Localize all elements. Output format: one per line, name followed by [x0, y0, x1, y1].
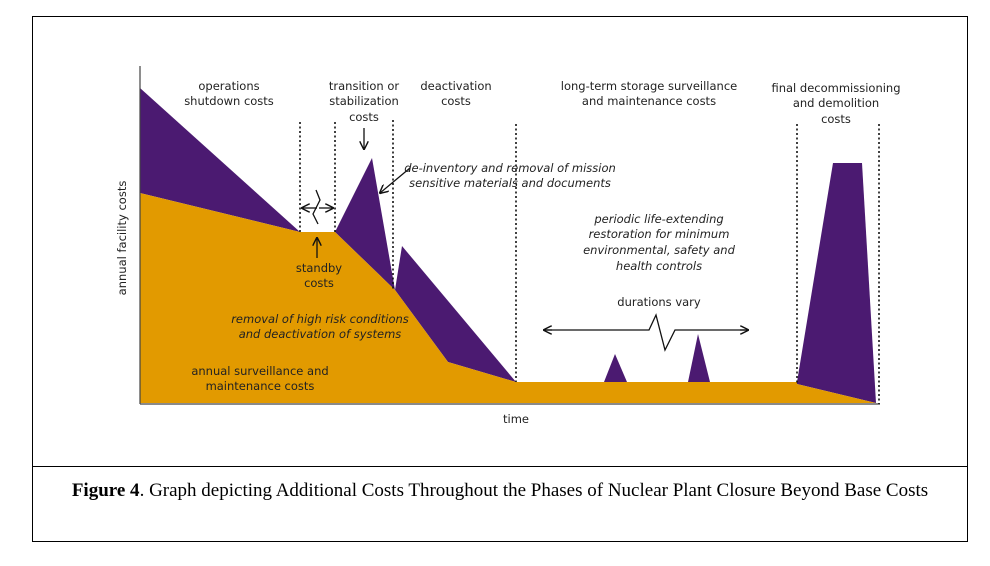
svg-text:environmental, safety and: environmental, safety and [583, 243, 736, 257]
phase-label-transition: transition or stabilization costs [329, 79, 399, 124]
svg-text:costs: costs [304, 276, 334, 290]
y-axis-label: annual facility costs [115, 181, 129, 296]
svg-text:operations: operations [198, 79, 259, 93]
annotation-baseline: annual surveillance and maintenance cost… [191, 364, 328, 393]
caption-text: . Graph depicting Additional Costs Throu… [139, 480, 929, 501]
baseline-cost-region [140, 193, 876, 403]
figure-frame [32, 16, 968, 542]
svg-text:deactivation: deactivation [420, 79, 491, 93]
svg-text:final decommissioning: final decommissioning [771, 81, 900, 95]
durations-arrow [544, 313, 748, 352]
operations-shutdown-region [140, 88, 300, 232]
phase-label-deactivation: deactivation costs [420, 79, 491, 108]
annotation-durations: durations vary [617, 295, 701, 309]
final-decommissioning-region [797, 163, 876, 403]
svg-text:annual surveillance and: annual surveillance and [191, 364, 328, 378]
phase-label-final-decommissioning: final decommissioning and demolition cos… [771, 81, 900, 126]
annotation-removal: removal of high risk conditions and deac… [231, 312, 409, 341]
svg-text:transition or: transition or [329, 79, 399, 93]
svg-text:and maintenance costs: and maintenance costs [582, 94, 716, 108]
x-axis-label: time [503, 412, 529, 426]
annotation-standby: standby costs [296, 261, 342, 290]
caption-label: Figure 4 [71, 480, 140, 501]
svg-text:de-inventory and removal of mi: de-inventory and removal of mission [404, 161, 616, 175]
svg-text:shutdown costs: shutdown costs [184, 94, 274, 108]
svg-text:and demolition: and demolition [793, 96, 879, 110]
svg-text:maintenance costs: maintenance costs [206, 379, 315, 393]
phase-label-operations: operations shutdown costs [184, 79, 274, 108]
svg-text:stabilization: stabilization [329, 94, 399, 108]
svg-text:costs: costs [821, 112, 851, 126]
svg-text:periodic life-extending: periodic life-extending [593, 212, 723, 226]
svg-text:restoration for minimum: restoration for minimum [589, 227, 730, 241]
caption-divider [32, 466, 968, 467]
svg-text:sensitive materials and docume: sensitive materials and documents [409, 176, 611, 190]
restoration-spike-1 [604, 354, 627, 382]
svg-text:long-term storage surveillance: long-term storage surveillance [561, 79, 738, 93]
svg-text:costs: costs [349, 110, 379, 124]
phase-label-long-term-storage: long-term storage surveillance and maint… [561, 79, 738, 108]
annotation-restoration: periodic life-extending restoration for … [583, 212, 736, 273]
deactivation-region [395, 246, 516, 382]
standby-arrows [302, 189, 333, 225]
svg-text:removal of high risk condition: removal of high risk conditions [231, 312, 409, 326]
transition-peak-region [335, 158, 395, 290]
svg-text:health controls: health controls [616, 259, 702, 273]
svg-text:costs: costs [441, 94, 471, 108]
svg-text:and deactivation of systems: and deactivation of systems [239, 327, 402, 341]
figure-caption: Figure 4. Graph depicting Additional Cos… [32, 478, 968, 503]
deinventory-pointer [380, 167, 411, 193]
annotation-deinventory: de-inventory and removal of mission sens… [404, 161, 616, 190]
phase-dividers [299, 120, 880, 404]
svg-text:standby: standby [296, 261, 342, 275]
restoration-spike-2 [688, 334, 710, 382]
